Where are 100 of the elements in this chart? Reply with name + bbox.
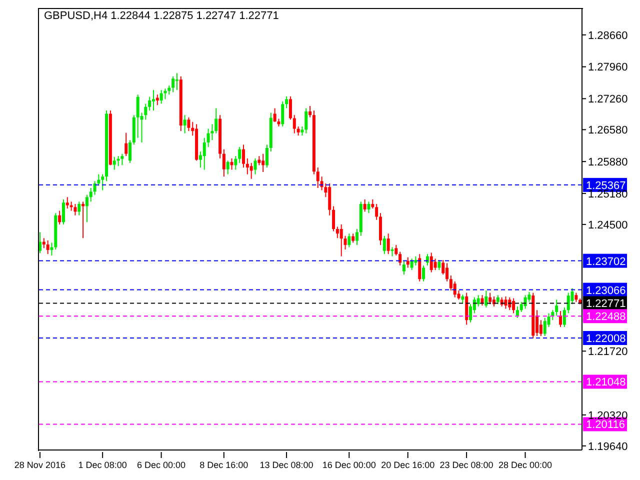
candlestick — [246, 158, 249, 175]
candlestick — [101, 174, 104, 191]
candlestick — [430, 252, 433, 273]
candlestick — [206, 128, 210, 148]
candlestick — [238, 146, 242, 164]
candlestick — [476, 294, 480, 307]
candlestick — [285, 96, 288, 109]
candlestick — [508, 296, 512, 311]
candlestick — [434, 258, 437, 271]
candlestick — [124, 132, 128, 157]
candlestick — [418, 254, 422, 282]
candlestick — [543, 317, 546, 337]
candlestick — [422, 264, 426, 282]
y-tick-label: 1.24500 — [588, 219, 628, 232]
candlestick — [520, 301, 523, 312]
candlestick — [50, 242, 54, 256]
y-tick-label: 1.27960 — [588, 62, 628, 74]
candlestick — [555, 299, 558, 316]
candlestick — [296, 126, 300, 136]
candlestick — [148, 96, 152, 112]
candlestick — [42, 238, 46, 249]
candlestick — [156, 94, 159, 106]
candlestick — [308, 105, 312, 118]
candlestick — [254, 158, 257, 175]
x-tick-label: 20 Dec 16:00 — [381, 460, 435, 470]
candlestick — [453, 280, 456, 298]
candlestick — [281, 100, 284, 127]
y-tick-label: 1.28660 — [588, 30, 628, 42]
candlestick — [562, 306, 566, 328]
y-tick-label: 1.19640 — [588, 440, 628, 453]
ref-line-label: 1.20116 — [586, 419, 625, 432]
candlestick — [414, 256, 418, 266]
ref-line-label: 1.21048 — [586, 376, 626, 389]
candlestick — [234, 156, 238, 170]
x-tick-label: 1 Dec 08:00 — [78, 460, 127, 470]
ref-line-label: 1.22488 — [586, 311, 626, 324]
candlestick — [375, 203, 378, 220]
candlestick — [465, 292, 468, 326]
candlestick — [175, 72, 178, 91]
candlestick — [258, 156, 261, 166]
candlestick — [250, 162, 253, 180]
candlestick — [62, 198, 65, 225]
candlestick — [292, 114, 296, 134]
candlestick — [516, 306, 519, 318]
candlestick — [242, 144, 246, 168]
candlestick — [469, 304, 472, 323]
candlestick — [449, 274, 452, 292]
candlestick — [348, 233, 351, 248]
candlestick — [382, 235, 386, 255]
candlestick — [168, 84, 171, 96]
y-tick-label: 1.26580 — [588, 124, 628, 137]
candlestick — [566, 292, 570, 314]
candlestick — [574, 292, 578, 302]
candlestick — [496, 294, 500, 305]
candlestick — [371, 198, 374, 209]
candlestick — [160, 90, 163, 104]
candlestick — [187, 116, 190, 132]
candlestick — [222, 148, 226, 178]
candlestick — [484, 290, 488, 308]
candlestick — [230, 158, 234, 170]
y-tick-label: 1.21720 — [588, 346, 628, 358]
candlestick — [183, 114, 186, 134]
candlestick — [328, 182, 332, 216]
chart-title: GBPUSD,H4 1.22844 1.22875 1.22747 1.22771 — [44, 10, 279, 22]
candlestick — [344, 235, 347, 250]
candlestick — [78, 201, 81, 216]
candlestick — [66, 196, 69, 209]
candlestick — [524, 294, 527, 310]
x-tick-label: 6 Dec 00:00 — [137, 460, 186, 470]
candlestick — [504, 296, 508, 310]
candlestick — [74, 203, 77, 216]
candlestick — [273, 108, 276, 122]
candlestick — [262, 153, 265, 173]
candlestick — [202, 137, 206, 170]
y-tick-label: 1.25880 — [588, 156, 628, 168]
x-tick-label: 28 Dec 00:00 — [498, 460, 552, 470]
candlestick — [112, 156, 116, 170]
candlestick — [332, 206, 336, 232]
x-tick-label: 8 Dec 16:00 — [200, 460, 248, 470]
ref-line-label: 1.23066 — [586, 284, 626, 297]
candlestick — [446, 262, 449, 282]
x-tick-label: 28 Nov 2016 — [14, 460, 66, 470]
candlestick — [438, 259, 441, 271]
ref-line-label: 1.22771 — [586, 298, 626, 310]
candlestick — [352, 233, 355, 244]
candlestick — [288, 96, 292, 120]
candlestick — [265, 144, 268, 168]
candlestick — [336, 226, 339, 239]
x-tick-label: 16 Dec 00:00 — [322, 460, 376, 470]
candlestick — [488, 292, 492, 305]
candlestick — [390, 246, 394, 257]
candlestick — [58, 210, 62, 225]
candlestick — [172, 76, 175, 93]
candlestick — [120, 153, 124, 166]
candlestick — [226, 160, 230, 175]
candlestick — [367, 201, 370, 214]
candlestick — [539, 320, 542, 337]
candlestick — [46, 240, 50, 255]
ref-line-label: 1.23702 — [586, 256, 626, 268]
candlestick — [363, 198, 366, 212]
